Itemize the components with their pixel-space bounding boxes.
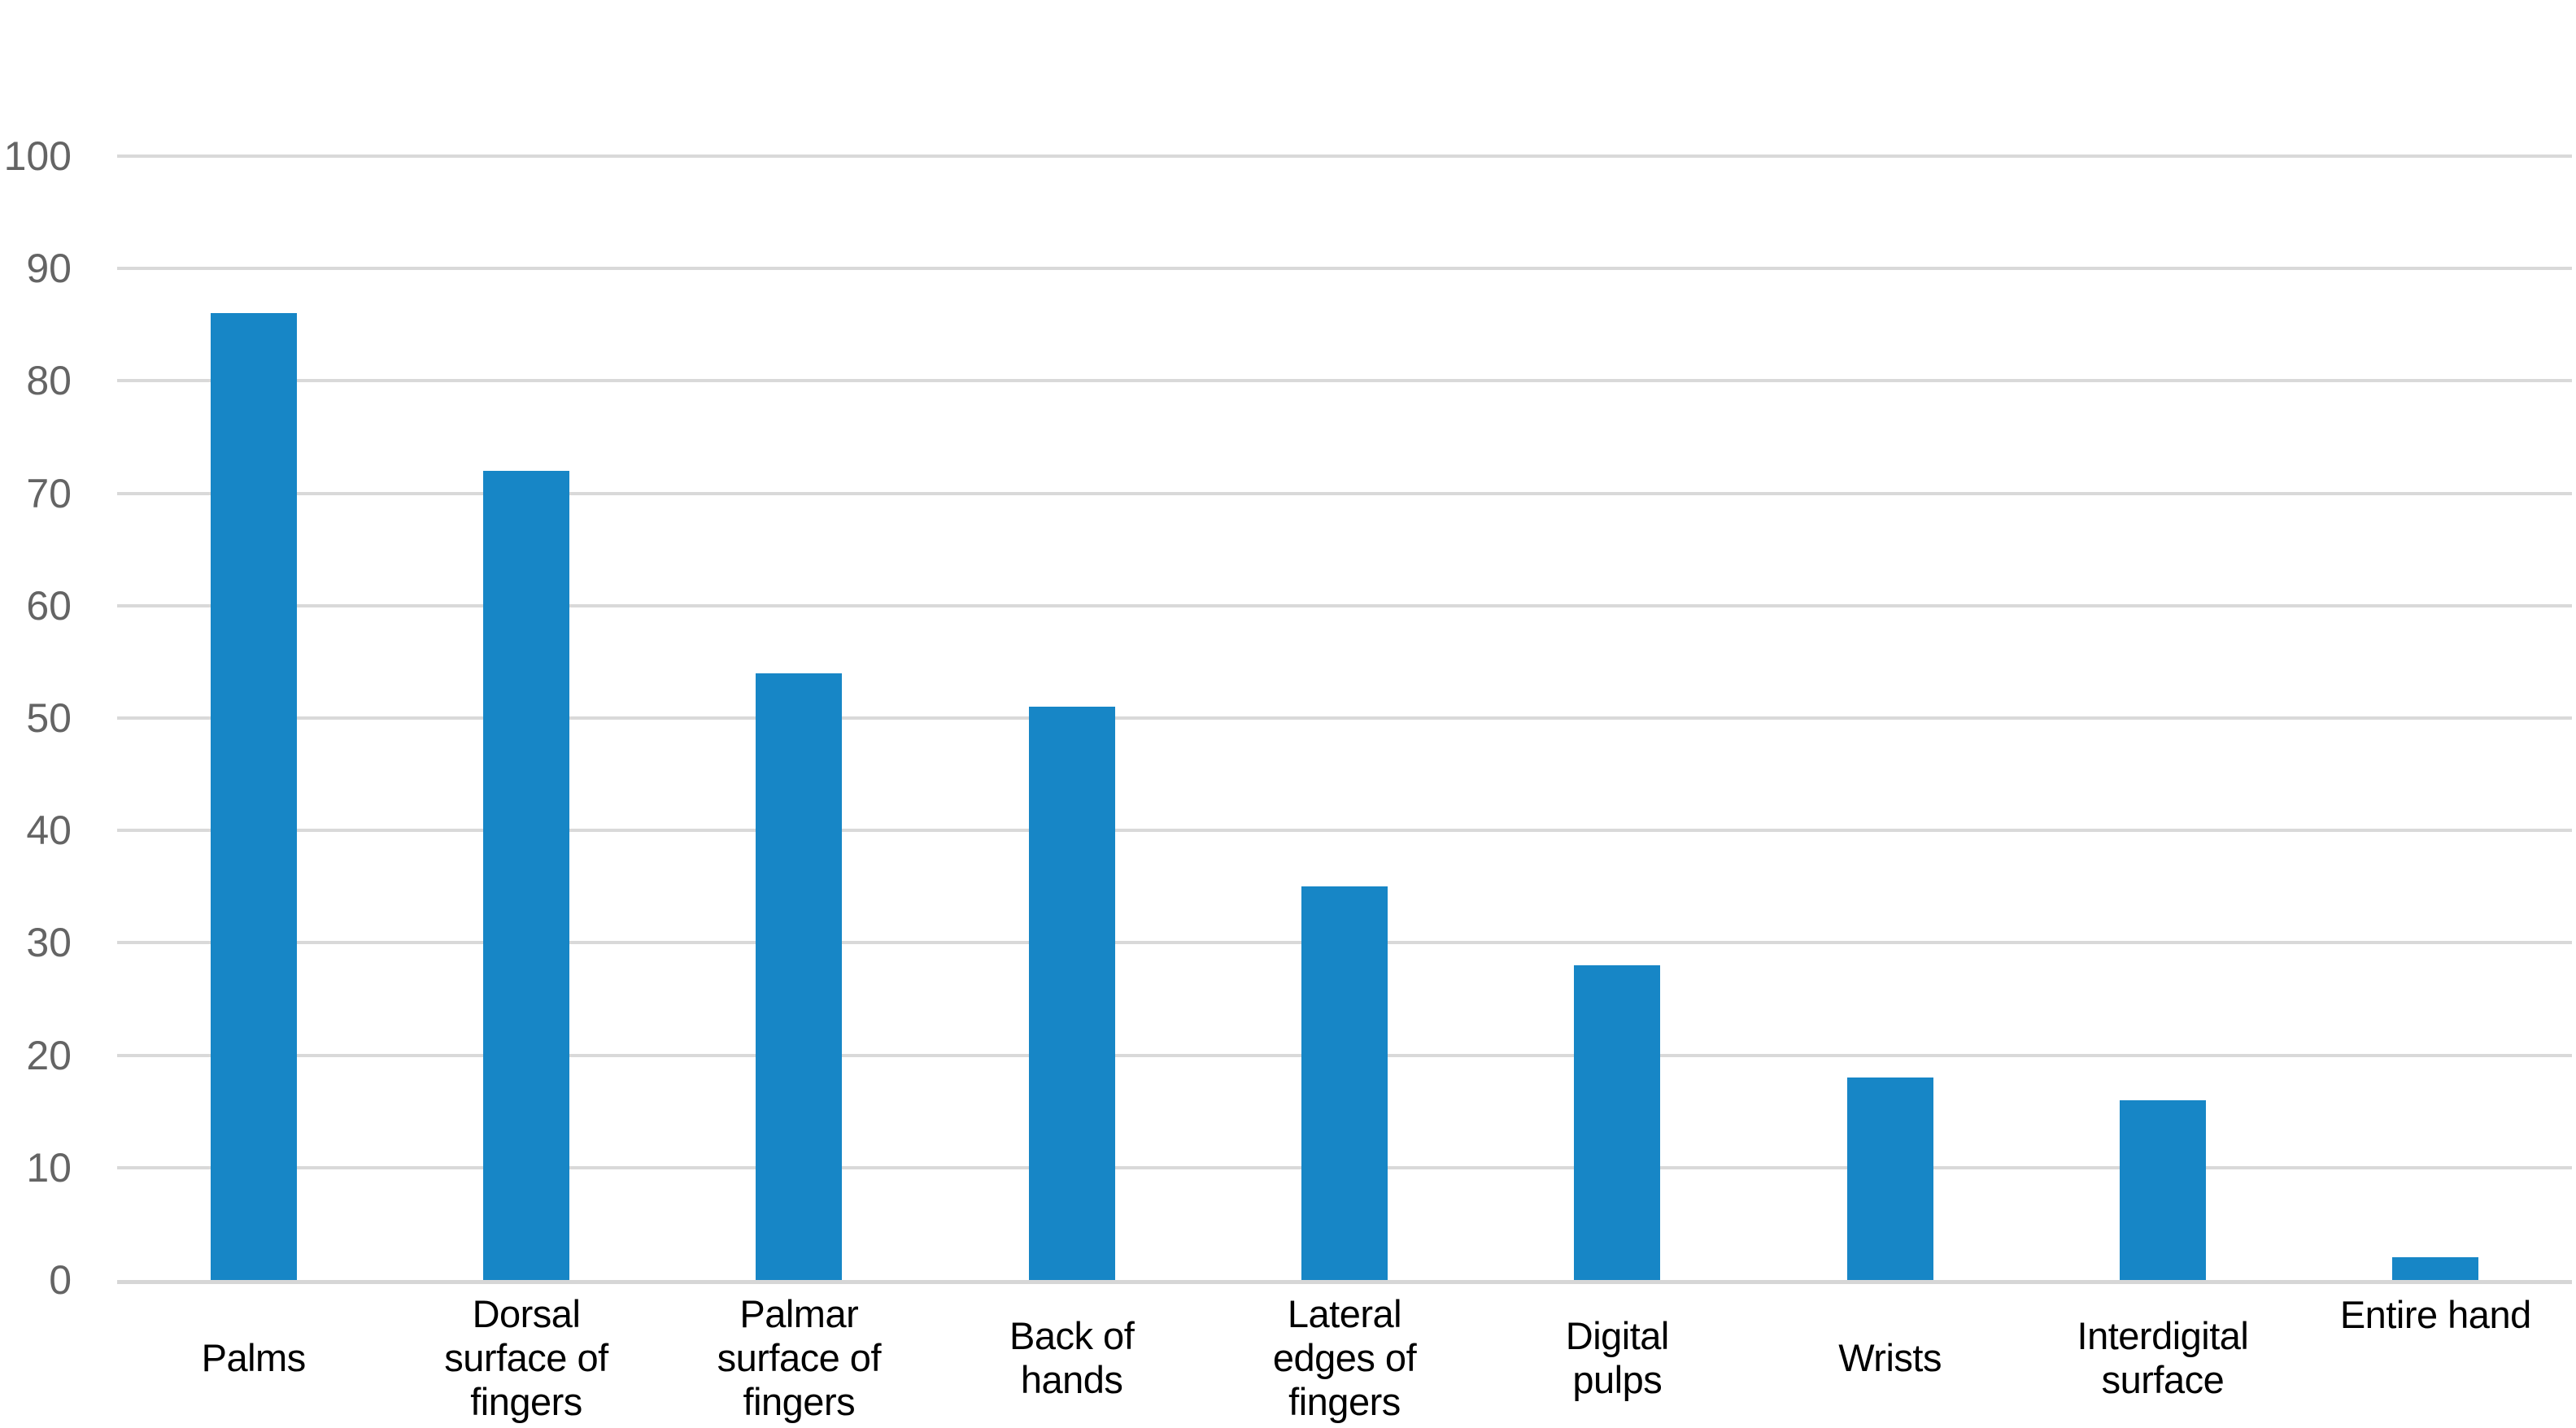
bar-wrists xyxy=(1846,1078,1933,1280)
y-tick-label: 40 xyxy=(26,808,72,854)
category-label-interdigital-surface: Interdigital surface xyxy=(2077,1313,2249,1401)
bar-interdigital-surface xyxy=(2120,1099,2206,1280)
gridline xyxy=(117,155,2572,158)
y-tick-label: 0 xyxy=(49,1257,72,1303)
category-label-palms: Palms xyxy=(201,1335,307,1379)
gridline xyxy=(117,491,2572,495)
y-tick-label: 80 xyxy=(26,358,72,404)
y-tick-label: 20 xyxy=(26,1032,72,1078)
category-label-digital-pulps: Digital pulps xyxy=(1565,1313,1670,1401)
category-label-back-of-hands: Back of hands xyxy=(1009,1313,1135,1401)
category-label-entire-hand: Entire hand xyxy=(2339,1292,2531,1336)
x-axis-baseline xyxy=(117,1280,2572,1284)
category-label-lateral-edges-of-fingers: Lateral edges of fingers xyxy=(1272,1291,1417,1423)
category-cell: Palmar surface of fingers xyxy=(663,1287,935,1428)
y-tick-label: 100 xyxy=(3,133,72,179)
bar-back-of-hands xyxy=(1028,707,1115,1280)
gridline xyxy=(117,829,2572,833)
bar-palmar-surface-of-fingers xyxy=(756,673,843,1280)
category-cell: Wrists xyxy=(1754,1287,2026,1428)
y-tick-label: 50 xyxy=(26,695,72,741)
gridline xyxy=(117,267,2572,271)
gridline xyxy=(117,379,2572,383)
category-label-palmar-surface-of-fingers: Palmar surface of fingers xyxy=(717,1291,882,1423)
category-cell: Palms xyxy=(117,1287,390,1428)
bar-digital-pulps xyxy=(1574,965,1661,1280)
y-tick-label: 70 xyxy=(26,470,72,516)
y-tick-label: 90 xyxy=(26,246,72,292)
category-cell: Interdigital surface xyxy=(2026,1287,2299,1428)
gridline xyxy=(117,716,2572,720)
bar-lateral-edges-of-fingers xyxy=(1301,886,1388,1280)
x-axis-category-labels: Palms Dorsal surface of fingers Palmar surfac… xyxy=(117,1287,2572,1428)
category-cell: Lateral edges of fingers xyxy=(1208,1287,1480,1428)
y-tick-label: 10 xyxy=(26,1144,72,1191)
bar-palms xyxy=(210,313,297,1280)
category-cell: Back of hands xyxy=(935,1287,1208,1428)
category-cell: Digital pulps xyxy=(1481,1287,1754,1428)
bar-entire-hand xyxy=(2392,1257,2479,1280)
category-label-wrists: Wrists xyxy=(1838,1335,1942,1379)
category-cell: Entire hand xyxy=(2299,1287,2572,1428)
y-tick-label: 30 xyxy=(26,920,72,966)
category-label-dorsal-surface-of-fingers: Dorsal surface of fingers xyxy=(444,1291,608,1423)
bar-dorsal-surface-of-fingers xyxy=(483,470,569,1280)
y-tick-label: 60 xyxy=(26,582,72,629)
category-cell: Dorsal surface of fingers xyxy=(390,1287,662,1428)
gridline xyxy=(117,603,2572,607)
